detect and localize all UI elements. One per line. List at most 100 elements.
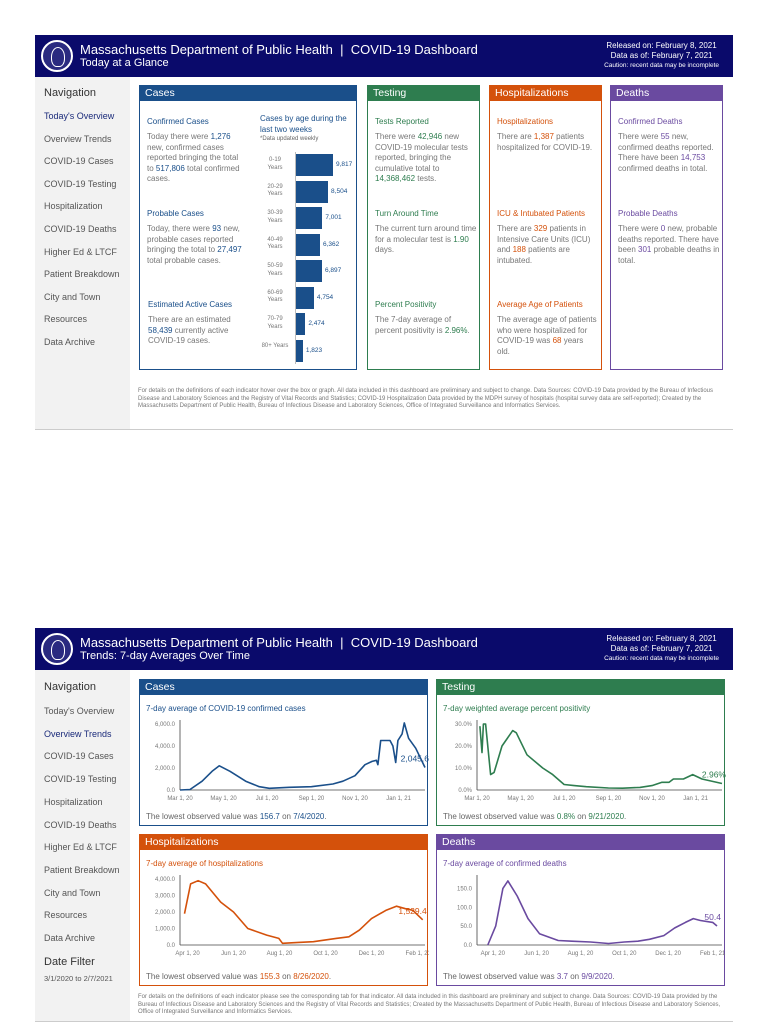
icu-title: ICU & Intubated Patients — [497, 209, 586, 218]
nav-item-covid-19-deaths[interactable]: COVID-19 Deaths — [44, 224, 117, 234]
age-group-label: 70-79 Years — [267, 316, 283, 330]
page-subtitle: Trends: 7-day Averages Over Time — [80, 650, 250, 662]
nav-item-today-s-overview[interactable]: Today's Overview — [44, 111, 115, 121]
nav-item-covid-19-cases[interactable]: COVID-19 Cases — [44, 751, 114, 762]
dashboard-title: Massachusetts Department of Public Healt… — [80, 42, 478, 57]
age-bar[interactable] — [296, 154, 333, 176]
x-tick-label: Aug 1, 20 — [568, 951, 594, 957]
age-bar[interactable] — [296, 313, 306, 335]
x-tick-label: Oct 1, 20 — [313, 951, 338, 957]
hospitalizations-title: Hospitalizations — [497, 117, 554, 126]
y-tick-label: 30.0% — [455, 722, 473, 728]
age-group-label: 80+ Years — [261, 342, 289, 349]
cases-trend-card[interactable]: Cases 7-day average of COVID-19 confirme… — [139, 679, 429, 826]
nav-item-data-archive[interactable]: Data Archive — [44, 337, 96, 347]
navigation-sidebar: Navigation Today's Overview Overview Trend… — [35, 77, 130, 429]
navigation-heading: Navigation — [44, 681, 96, 693]
nav-item-covid-19-cases[interactable]: COVID-19 Cases — [44, 156, 114, 167]
x-tick-label: Jul 1, 20 — [553, 796, 576, 802]
average-age-title: Average Age of Patients — [497, 300, 583, 309]
confirmed-cases-title: Confirmed Cases — [147, 117, 209, 126]
date-filter-range[interactable]: 3/1/2020 to 2/7/2021 — [44, 974, 113, 983]
y-tick-label: 4,000.0 — [155, 877, 176, 883]
nav-item-covid-19-testing[interactable]: COVID-19 Testing — [44, 774, 117, 785]
x-tick-label: May 1, 20 — [507, 796, 534, 802]
last-value-label: 1,529.4 — [398, 906, 427, 916]
nav-item-higher-ed-ltcf[interactable]: Higher Ed & LTCF — [44, 842, 117, 853]
nav-item-overview-trends[interactable]: Overview Trends — [44, 728, 112, 739]
y-tick-label: 0.0% — [458, 788, 472, 794]
nav-item-hospitalization[interactable]: Hospitalization — [44, 201, 103, 212]
y-tick-label: 0.0 — [167, 943, 176, 949]
nav-item-overview-trends[interactable]: Overview Trends — [44, 133, 112, 144]
dashboard-header: Massachusetts Department of Public Healt… — [35, 628, 733, 670]
page-subtitle: Today at a Glance — [80, 57, 169, 69]
nav-item-resources[interactable]: Resources — [44, 910, 88, 921]
line-chart: 0.0 2,000.0 4,000.0 6,000.0 Mar 1, 20 May 1, … — [155, 720, 429, 802]
y-tick-label: 20.0% — [455, 744, 473, 750]
lowest-value-note: The lowest observed value was 3.7 on 9/9… — [443, 972, 615, 981]
hospitalizations-card[interactable]: Hospitalizations Hospitalizations There … — [489, 85, 602, 370]
last-value-label: 2,045.6 — [401, 753, 429, 763]
age-group-label: 0-19 Years — [267, 157, 283, 171]
series-line — [179, 722, 426, 791]
age-group-label: 50-59 Years — [267, 263, 283, 277]
x-tick-label: Apr 1, 20 — [175, 951, 200, 957]
age-bar[interactable] — [296, 180, 329, 203]
nav-item-data-archive[interactable]: Data Archive — [44, 933, 96, 943]
nav-item-patient-breakdown[interactable]: Patient Breakdown — [44, 269, 120, 280]
x-tick-label: Dec 1, 20 — [359, 951, 385, 957]
probable-cases-title: Probable Cases — [147, 209, 204, 218]
released-date: Released on: February 8, 2021 — [606, 634, 717, 643]
age-bar[interactable] — [296, 260, 322, 282]
nav-item-higher-ed-ltcf[interactable]: Higher Ed & LTCF — [44, 246, 117, 257]
age-group-label: 20-29 Years — [267, 183, 283, 198]
icu-text: There are 329 patients in Intensive Care… — [497, 224, 591, 265]
turn-around-time-text: The current turn around time for a molec… — [375, 224, 477, 254]
x-tick-label: Mar 1, 20 — [464, 796, 490, 802]
age-group-label: 60-69 Years — [267, 289, 283, 304]
nav-item-patient-breakdown[interactable]: Patient Breakdown — [44, 864, 120, 875]
glance-footer-note: For details on the definitions of each i… — [138, 388, 714, 410]
active-cases-title: Estimated Active Cases — [148, 300, 233, 309]
lowest-value-note: The lowest observed value was 0.8% on 9/… — [443, 812, 627, 821]
nav-item-city-and-town[interactable]: City and Town — [44, 291, 101, 302]
date-filter-label: Date Filter — [44, 956, 95, 968]
x-tick-label: Jan 1, 21 — [683, 796, 708, 802]
nav-item-covid-19-testing[interactable]: COVID-19 Testing — [44, 178, 117, 189]
nav-item-resources[interactable]: Resources — [44, 314, 88, 325]
caution-note: Caution: recent data may be incomplete — [604, 62, 719, 69]
age-bar[interactable] — [296, 286, 314, 309]
caution-note: Caution: recent data may be incomplete — [604, 655, 719, 662]
x-tick-label: Feb 1, 21 — [406, 951, 429, 957]
x-tick-label: Nov 1, 20 — [639, 796, 665, 802]
chart-title: 7-day average of COVID-19 confirmed case… — [146, 704, 306, 713]
percent-positivity-title: Percent Positivity — [375, 300, 437, 309]
confirmed-cases-text: Today there were 1,276 new, confirmed ca… — [147, 132, 240, 183]
navigation-heading: Navigation — [44, 87, 96, 99]
series-line — [487, 880, 718, 946]
cases-card[interactable]: Cases Confirmed Cases Today there were 1… — [139, 85, 357, 370]
deaths-card[interactable]: Deaths Confirmed Deaths There were 55 ne… — [610, 85, 723, 370]
age-bar-value: 8,504 — [331, 187, 348, 195]
age-chart-note: *Data updated weekly — [260, 136, 319, 142]
deaths-trend-card[interactable]: Deaths 7-day average of confirmed deaths… — [436, 834, 726, 986]
active-cases-text: There are an estimated 58,439 currently … — [148, 315, 231, 345]
y-tick-label: 100.0 — [457, 905, 473, 911]
age-chart-title: Cases by age during the last two weeks — [260, 114, 347, 134]
age-bar[interactable] — [296, 339, 303, 362]
tests-reported-title: Tests Reported — [375, 117, 429, 126]
testing-trend-card[interactable]: Testing 7-day weighted average percent p… — [436, 679, 726, 826]
nav-item-covid-19-deaths[interactable]: COVID-19 Deaths — [44, 819, 117, 830]
nav-item-city-and-town[interactable]: City and Town — [44, 887, 101, 898]
age-bar[interactable] — [296, 207, 323, 229]
hospitalizations-trend-card[interactable]: Hospitalizations 7-day average of hospit… — [139, 834, 429, 986]
nav-item-today-s-overview[interactable]: Today's Overview — [44, 706, 115, 716]
nav-item-hospitalization[interactable]: Hospitalization — [44, 796, 103, 807]
age-bar-value: 4,754 — [316, 293, 334, 301]
x-tick-label: Sep 1, 20 — [596, 796, 622, 802]
age-bar[interactable] — [296, 233, 320, 256]
massachusetts-seal-logo — [41, 40, 73, 72]
age-bar-value: 1,823 — [305, 346, 323, 354]
testing-card[interactable]: Testing Tests Reported There were 42,946… — [367, 85, 480, 370]
